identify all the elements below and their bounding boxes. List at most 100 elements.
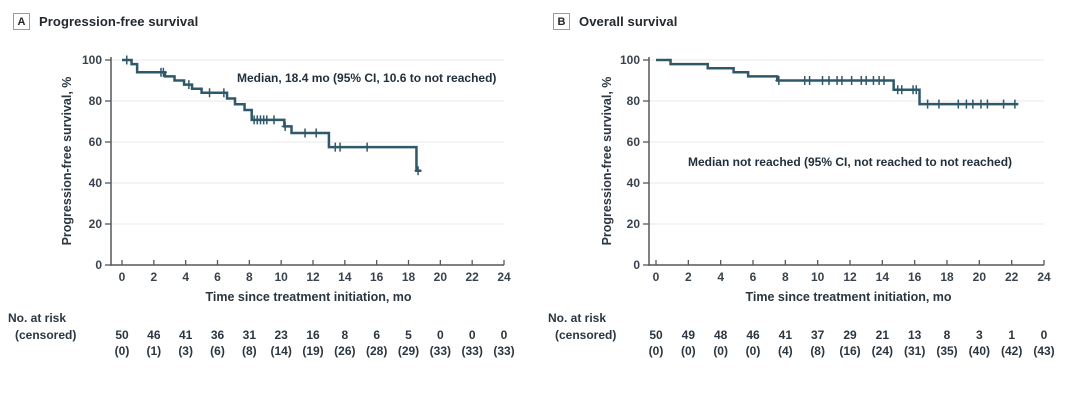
x-tick-label: 4 [182, 270, 189, 284]
x-tick-label: 20 [434, 270, 448, 284]
at-risk-value: 21 [875, 328, 889, 342]
at-risk-label: No. at risk [548, 311, 607, 325]
at-risk-value: 50 [649, 328, 663, 342]
x-tick-label: 0 [119, 270, 126, 284]
censored-value: (35) [936, 344, 958, 358]
y-tick-label: 80 [627, 94, 641, 108]
at-risk-value: 8 [341, 328, 349, 342]
x-tick-label: 12 [843, 270, 857, 284]
at-risk-value: 29 [843, 328, 857, 342]
censored-value: (1) [146, 344, 162, 358]
x-tick-label: 16 [908, 270, 922, 284]
censored-value: (3) [178, 344, 193, 358]
x-tick-label: 6 [214, 270, 221, 284]
at-risk-value: 0 [436, 328, 444, 342]
censored-value: (0) [648, 344, 664, 358]
x-tick-label: 22 [1005, 270, 1019, 284]
x-tick-label: 24 [1037, 270, 1051, 284]
at-risk-value: 37 [810, 328, 825, 342]
censored-value: (19) [302, 344, 324, 358]
censored-value: (33) [493, 344, 515, 358]
censored-value: (4) [777, 344, 793, 358]
x-tick-label: 24 [497, 270, 511, 284]
censored-label: (censored) [15, 328, 77, 342]
censored-value: (0) [680, 344, 696, 358]
at-risk-value: 5 [405, 328, 412, 342]
x-tick-label: 16 [370, 270, 384, 284]
y-tick-label: 0 [633, 258, 640, 272]
x-tick-label: 8 [782, 270, 789, 284]
y-tick-label: 0 [95, 258, 102, 272]
y-tick-label: 100 [620, 53, 640, 67]
y-tick-label: 40 [627, 176, 641, 190]
x-tick-label: 20 [973, 270, 987, 284]
x-tick-label: 2 [150, 270, 157, 284]
censored-value: (6) [210, 344, 225, 358]
at-risk-value: 13 [907, 328, 922, 342]
at-risk-value: 41 [178, 328, 193, 342]
x-tick-label: 6 [750, 270, 757, 284]
x-axis-title: Time since treatment initiation, mo [745, 290, 952, 304]
censored-value: (31) [903, 344, 926, 358]
at-risk-value: 8 [943, 328, 951, 342]
censored-value: (8) [810, 344, 825, 358]
panel-overall-survival: B Overall survival Progression-free surv… [540, 0, 1080, 400]
median-annotation: Median, 18.4 mo (95% CI, 10.6 to not rea… [237, 71, 497, 85]
at-risk-value: 16 [306, 328, 320, 342]
panel-letter-badge: A [13, 13, 30, 30]
at-risk-value: 31 [242, 328, 256, 342]
y-tick-label: 100 [82, 53, 102, 67]
at-risk-value: 50 [115, 328, 129, 342]
censored-value: (28) [365, 344, 388, 358]
y-tick-label: 20 [627, 217, 641, 231]
at-risk-value: 0 [468, 328, 476, 342]
at-risk-value: 46 [746, 328, 760, 342]
censored-value: (43) [1033, 344, 1055, 358]
at-risk-value: 0 [500, 328, 508, 342]
y-tick-label: 20 [89, 217, 103, 231]
at-risk-value: 6 [373, 328, 380, 342]
panel-progression-free-survival: A Progression-free survival Progression-… [8, 13, 515, 358]
censored-value: (0) [713, 344, 728, 358]
at-risk-value: 23 [274, 328, 288, 342]
y-tick-label: 80 [89, 94, 103, 108]
y-tick-label: 40 [89, 176, 103, 190]
at-risk-value: 48 [713, 328, 728, 342]
at-risk-value: 41 [778, 328, 792, 342]
censored-value: (33) [429, 344, 451, 358]
km-curve [656, 58, 1019, 106]
panel-header: A Progression-free survival [13, 13, 198, 30]
censored-value: (14) [270, 344, 292, 358]
censored-value: (0) [745, 344, 761, 358]
censored-value: (16) [839, 344, 861, 358]
censored-value: (33) [461, 344, 483, 358]
y-tick-label: 60 [89, 135, 103, 149]
x-tick-label: 4 [717, 270, 724, 284]
at-risk-value: 1 [1008, 328, 1015, 342]
x-tick-label: 10 [811, 270, 825, 284]
x-axis-title: Time since treatment initiation, mo [205, 290, 412, 304]
x-tick-label: 14 [338, 270, 352, 284]
median-annotation: Median not reached (95% CI, not reached … [687, 155, 1013, 169]
panel-title: Progression-free survival [39, 14, 199, 29]
at-risk-value: 46 [147, 328, 161, 342]
censored-value: (26) [334, 344, 356, 358]
panel-header: B Overall survival [553, 13, 677, 30]
censored-label: (censored) [555, 328, 617, 342]
x-tick-label: 8 [246, 270, 253, 284]
censored-value: (42) [1000, 344, 1023, 358]
censored-value: (0) [114, 344, 130, 358]
at-risk-value: 0 [1040, 328, 1048, 342]
censored-value: (29) [397, 344, 420, 358]
at-risk-value: 49 [681, 328, 695, 342]
censored-value: (8) [241, 344, 257, 358]
x-tick-label: 22 [465, 270, 479, 284]
censored-value: (40) [968, 344, 990, 358]
at-risk-value: 3 [975, 328, 983, 342]
x-tick-label: 18 [402, 270, 416, 284]
x-tick-label: 12 [306, 270, 320, 284]
x-tick-label: 18 [940, 270, 954, 284]
panel-letter-badge: B [553, 13, 570, 30]
